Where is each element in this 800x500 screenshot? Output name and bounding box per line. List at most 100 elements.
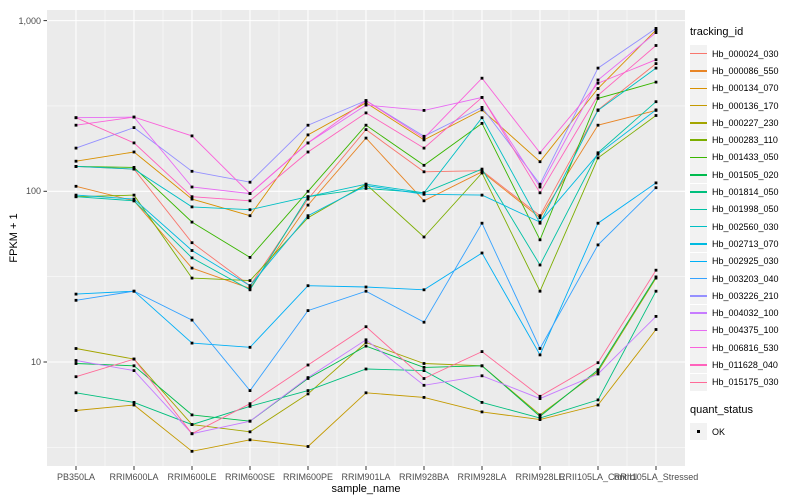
- legend-key-swatch: [690, 356, 707, 374]
- x-tick-label: RRII105LA_Stressed: [613, 472, 699, 482]
- series-color-line-icon: [690, 225, 707, 228]
- legend-entry: Hb_001505_020: [690, 166, 798, 184]
- legend-entry-ok: OK: [690, 423, 798, 441]
- legend-key-swatch: [690, 79, 707, 97]
- legend-key-swatch: [690, 183, 707, 201]
- legend-key-swatch: [690, 304, 707, 322]
- legend-key-swatch: [690, 45, 707, 63]
- series-color-line-icon: [690, 174, 707, 176]
- legend-key-swatch: [690, 97, 707, 115]
- legend-title-quant-status: quant_status: [690, 403, 753, 416]
- legend-key-swatch: [690, 270, 707, 287]
- legend-key-swatch: [690, 423, 707, 441]
- legend-entry: Hb_000086_550: [690, 62, 798, 80]
- legend-entry-label: Hb_002925_030: [712, 256, 779, 267]
- legend-entry-label: Hb_002560_030: [712, 221, 779, 232]
- series-color-line-icon: [690, 70, 707, 72]
- series-color-line-icon: [690, 364, 707, 366]
- legend-key-swatch: [690, 218, 707, 236]
- x-tick-label: RRIM600SE: [224, 472, 276, 482]
- legend-entry-label: Hb_000136_170: [712, 100, 779, 111]
- legend-entry: Hb_000227_230: [690, 114, 798, 132]
- legend-entry-label: Hb_000283_110: [712, 135, 778, 146]
- legend-entry: Hb_000024_030: [690, 45, 798, 63]
- x-tick-label: RRIM600LE: [167, 472, 217, 482]
- series-color-line-icon: [690, 346, 707, 349]
- legend-entry: Hb_011628_040: [690, 356, 798, 374]
- x-axis-title: sample_name: [331, 483, 401, 495]
- x-tick-label: RRIM901LA: [341, 472, 391, 482]
- point-marker-icon: [697, 430, 700, 434]
- legend-entry-label: Hb_000227_230: [712, 117, 779, 128]
- legend-key-swatch: [690, 200, 707, 218]
- y-tick-label: 100: [25, 186, 41, 197]
- legend-key-swatch: [690, 62, 707, 80]
- legend-entry: Hb_015175_030: [690, 373, 798, 391]
- x-tick-label: RRIM928LE: [515, 472, 565, 482]
- x-tick-label: RRIM600PE: [282, 472, 334, 482]
- legend-entry-label: Hb_006816_530: [712, 342, 779, 353]
- legend-key-swatch: [690, 131, 707, 149]
- legend-entry-label: Hb_004032_100: [712, 308, 779, 319]
- legend-entry-label: Hb_000086_550: [712, 65, 779, 76]
- series-color-line-icon: [690, 243, 707, 245]
- legend-entry-label: Hb_002713_070: [712, 238, 779, 249]
- legend-entry-label: Hb_001505_020: [712, 169, 779, 180]
- series-color-line-icon: [690, 191, 707, 193]
- series-color-line-icon: [690, 122, 707, 124]
- legend-key-swatch: [690, 252, 707, 270]
- y-tick-label: 10: [30, 357, 41, 367]
- legend-entry-label: Hb_003203_040: [712, 273, 779, 284]
- legend-key-swatch: [690, 166, 707, 184]
- legend-entry: Hb_003226_210: [690, 287, 798, 305]
- x-tick-label: RRIM928LA: [457, 472, 507, 482]
- legend-key-swatch: [690, 339, 707, 357]
- series-color-line-icon: [690, 295, 707, 297]
- x-tick-label: PB350LA: [56, 472, 96, 482]
- series-color-line-icon: [690, 208, 707, 211]
- legend-entry: Hb_001998_050: [690, 200, 798, 218]
- legend-entry: Hb_000134_070: [690, 79, 798, 97]
- legend-entry: Hb_000136_170: [690, 97, 798, 115]
- legend-entry: Hb_002560_030: [690, 218, 798, 236]
- axis-ticks: [43, 20, 657, 470]
- series-color-line-icon: [690, 277, 707, 280]
- legend-title-tracking-id: tracking_id: [690, 26, 744, 38]
- legend-entry-label: Hb_001433_050: [712, 152, 779, 163]
- legend-entry-label: OK: [712, 426, 726, 437]
- legend-entry: Hb_006816_530: [690, 339, 798, 357]
- legend-entry: Hb_004375_100: [690, 321, 798, 339]
- y-axis-title: FPKM + 1: [8, 213, 20, 263]
- legend-entry: Hb_004032_100: [690, 304, 798, 322]
- legend-entry: Hb_001433_050: [690, 148, 798, 166]
- series-color-line-icon: [690, 87, 707, 90]
- series-color-line-icon: [690, 381, 707, 384]
- y-tick-label: 1,000: [18, 15, 41, 26]
- series-color-line-icon: [690, 329, 707, 332]
- legend-key-swatch: [690, 287, 707, 305]
- legend-entry-label: Hb_003226_210: [712, 290, 779, 301]
- legend: tracking_id Hb_000024_030 Hb_000086_550 Hb…: [690, 26, 798, 441]
- legend-key-swatch: [690, 373, 707, 391]
- data-points: [74, 27, 658, 453]
- x-tick-label: RRII105LA_Control: [558, 472, 638, 482]
- x-tick-label: RRIM600LA: [109, 472, 159, 482]
- legend-entry-label: Hb_000024_030: [712, 48, 779, 59]
- series-color-line-icon: [690, 260, 707, 262]
- legend-entry-label: Hb_011628_040: [712, 359, 778, 370]
- x-tick-label: RRIM928BA: [398, 472, 450, 482]
- series-color-line-icon: [690, 52, 707, 55]
- legend-entry-label: Hb_001814_050: [712, 187, 779, 198]
- legend-entry: Hb_000283_110: [690, 131, 798, 149]
- legend-entry: Hb_002713_070: [690, 235, 798, 253]
- legend-key-swatch: [690, 114, 707, 132]
- legend-key-swatch: [690, 321, 707, 339]
- series-color-line-icon: [690, 312, 707, 314]
- legend-entry-label: Hb_000134_070: [712, 83, 779, 94]
- quant-status-legend: quant_status OK: [690, 403, 798, 441]
- legend-key-swatch: [690, 148, 707, 166]
- legend-entry: Hb_003203_040: [690, 270, 798, 287]
- series-color-line-icon: [690, 156, 707, 159]
